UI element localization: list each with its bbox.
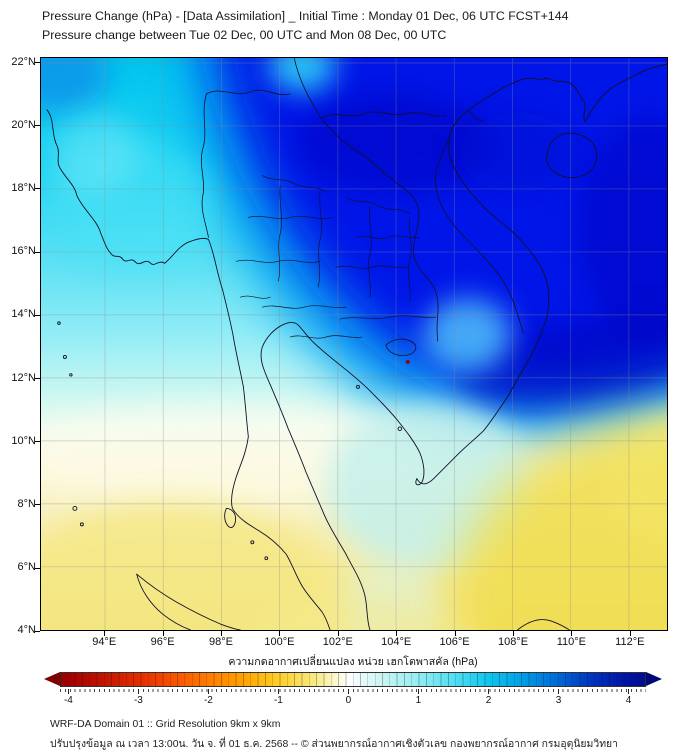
lon-label: 112°E: [615, 636, 645, 648]
x-axis-tick: [571, 631, 573, 636]
y-axis-tick: [35, 62, 40, 63]
colorbar-major-tick: [628, 689, 630, 694]
y-axis-tick: [35, 378, 40, 379]
colorbar-major-tick: [138, 689, 140, 694]
page-subtitle: Pressure change between Tue 02 Dec, 00 U…: [42, 28, 447, 42]
lon-label: 108°E: [497, 636, 529, 648]
lon-label: 110°E: [556, 636, 587, 648]
x-axis-tick: [104, 631, 106, 636]
colorbar-tick-label: -2: [203, 695, 213, 706]
footer-update-info: ปรับปรุงข้อมูล ณ เวลา 13:00น. วัน จ. ที่…: [50, 739, 618, 750]
coastlines: [46, 58, 667, 630]
lon-label: 100°E: [264, 636, 295, 648]
x-axis-tick: [162, 631, 164, 636]
pressure-field: [41, 58, 667, 630]
lon-label: 104°E: [381, 636, 412, 648]
colorbar-arrow-right: [646, 672, 662, 686]
y-axis-tick: [35, 630, 40, 632]
lon-label: 102°E: [322, 636, 353, 648]
colorbar-tick-label: 3: [555, 695, 562, 706]
colorbar-major-tick: [68, 689, 70, 694]
colorbar-ticks-strip: [60, 689, 646, 692]
pressure-map-svg: [41, 58, 667, 630]
lat-label: 4°N: [17, 624, 36, 637]
colorbar-segments: [60, 672, 646, 687]
lat-label: 12°N: [11, 371, 36, 384]
x-axis-tick: [337, 631, 339, 636]
x-axis-tick: [629, 631, 631, 636]
lat-label: 20°N: [11, 118, 36, 131]
x-axis-tick: [396, 631, 398, 636]
colorbar-major-tick: [558, 689, 560, 694]
colorbar-major-tick: [418, 689, 420, 694]
lat-label: 22°N: [11, 55, 36, 68]
lat-label: 6°N: [17, 561, 36, 574]
colorbar-major-tick: [208, 689, 210, 694]
colorbar-arrow-left: [44, 672, 60, 686]
colorbar-tick-label: 4: [625, 695, 632, 706]
colorbar: [44, 672, 662, 688]
marker-dot: [405, 359, 410, 365]
lat-label: 8°N: [17, 497, 36, 510]
colorbar-major-tick: [488, 689, 490, 694]
x-axis-tick: [221, 631, 222, 636]
y-axis-tick: [35, 251, 40, 253]
x-axis-tick: [279, 631, 281, 636]
x-axis-tick: [513, 631, 514, 636]
colorbar-major-tick: [278, 689, 280, 694]
grid-lines: [41, 58, 667, 630]
colorbar-tick-label: 2: [485, 695, 492, 706]
lon-label: 94°E: [92, 636, 117, 648]
colorbar-major-tick: [348, 689, 350, 694]
y-axis-tick: [35, 125, 40, 127]
page-title: Pressure Change (hPa) - [Data Assimilati…: [42, 9, 569, 23]
colorbar-title: ความกดอากาศเปลี่ยนแปลง หน่วย เฮกโตพาสคัล…: [228, 656, 478, 668]
map-plot: [40, 57, 668, 631]
lon-label: 106°E: [439, 636, 470, 648]
footer-domain-info: WRF-DA Domain 01 :: Grid Resolution 9km …: [50, 719, 281, 730]
x-axis-tick: [454, 631, 456, 636]
colorbar-tick-label: 0: [345, 695, 352, 706]
y-axis-tick: [35, 567, 40, 569]
lat-label: 16°N: [11, 245, 36, 258]
lon-label: 98°E: [209, 636, 233, 648]
lon-label: 96°E: [150, 636, 175, 648]
colorbar-tick-label: -4: [63, 695, 73, 706]
y-axis-tick: [35, 504, 40, 506]
colorbar-tick-label: 1: [415, 695, 422, 706]
lat-label: 18°N: [11, 181, 36, 194]
colorbar-tick-label: -1: [273, 695, 283, 706]
colorbar-tick-label: -3: [133, 695, 143, 706]
lat-label: 10°N: [11, 434, 36, 447]
colorbar-bar: [60, 672, 646, 687]
y-axis-tick: [35, 314, 40, 316]
y-axis-tick: [35, 188, 40, 190]
y-axis-tick: [35, 441, 40, 443]
lat-label: 14°N: [11, 308, 36, 321]
